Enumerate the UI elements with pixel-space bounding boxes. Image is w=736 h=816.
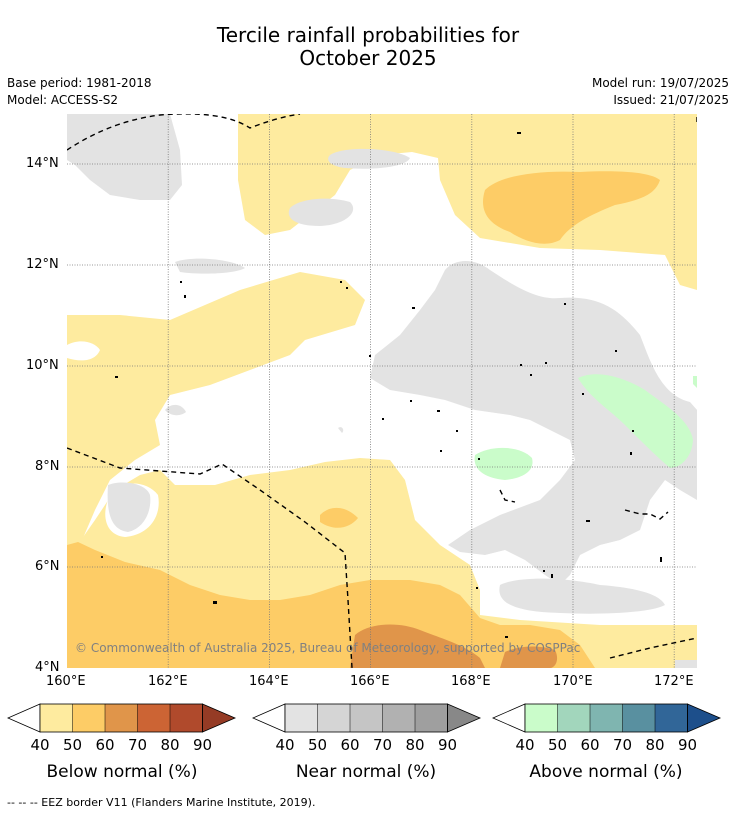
legend-above-tick: 50 [547, 736, 568, 754]
near-normal-region-east [370, 261, 697, 585]
x-tick-162: 162°E [148, 674, 188, 689]
model-run-label: Model run: 19/07/2025 [591, 76, 729, 90]
legend-below-tick: 40 [30, 736, 50, 754]
below-normal-orange-north [482, 171, 660, 244]
legend-near-title: Near normal (%) [295, 762, 437, 782]
legend-above-tick: 70 [612, 736, 633, 754]
y-tick-14: 14°N [26, 156, 59, 171]
copyright-notice: © Commonwealth of Australia 2025, Bureau… [75, 641, 581, 655]
y-tick-4: 4°N [35, 660, 60, 675]
map-field [67, 114, 697, 668]
legend-near-tick: 80 [405, 736, 425, 754]
eez-footnote: -- -- -- EEZ border V11 (Flanders Marine… [7, 796, 316, 809]
near-normal-region-northwest [67, 114, 182, 200]
legend-near-tick: 40 [275, 736, 295, 754]
x-tick-172: 172°E [654, 674, 694, 689]
legend-above-tick: 80 [645, 736, 665, 754]
legend-near-tick: 90 [437, 736, 458, 754]
legend-below-tick: 80 [160, 736, 180, 754]
colorbar-below-normal [7, 703, 237, 733]
legend-above-tick: 90 [677, 736, 698, 754]
issued-label: Issued: 21/07/2025 [613, 93, 729, 107]
y-tick-6: 6°N [35, 559, 60, 574]
x-tick-168: 168°E [451, 674, 491, 689]
colorbar-near-normal [252, 703, 482, 733]
legend-above-title: Above normal (%) [529, 762, 683, 782]
below-normal-region-central [67, 272, 365, 560]
below-normal-orange-south [67, 542, 595, 668]
x-tick-166: 166°E [350, 674, 390, 689]
y-tick-12: 12°N [26, 257, 59, 272]
islands [101, 132, 662, 638]
legend-below-tick: 90 [192, 736, 213, 754]
colorbar-above-normal [492, 703, 722, 733]
map-title-line2: October 2025 [299, 46, 437, 70]
legend-below-tick: 50 [62, 736, 83, 754]
legend-near-tick: 50 [307, 736, 328, 754]
above-normal-region-1 [578, 374, 693, 468]
x-tick-170: 170°E [553, 674, 593, 689]
x-tick-164: 164°E [249, 674, 289, 689]
legend-near-tick: 70 [372, 736, 393, 754]
y-tick-10: 10°N [26, 358, 59, 373]
map-gridlines [67, 114, 697, 668]
legend-below-tick: 60 [95, 736, 115, 754]
below-normal-dark-region [350, 624, 485, 668]
legend-below-title: Below normal (%) [46, 762, 198, 782]
legend-below-tick: 70 [127, 736, 148, 754]
model-label: Model: ACCESS-S2 [7, 93, 119, 107]
eez-border [67, 114, 697, 668]
above-normal-region-2 [474, 447, 533, 480]
base-period-label: Base period: 1981-2018 [7, 76, 152, 90]
legend-near-tick: 60 [340, 736, 360, 754]
legend-above-tick: 40 [515, 736, 535, 754]
map-title-line1: Tercile rainfall probabilities for [216, 23, 520, 47]
y-tick-8: 8°N [35, 459, 60, 474]
legend-above-tick: 60 [580, 736, 600, 754]
x-tick-160: 160°E [46, 674, 86, 689]
